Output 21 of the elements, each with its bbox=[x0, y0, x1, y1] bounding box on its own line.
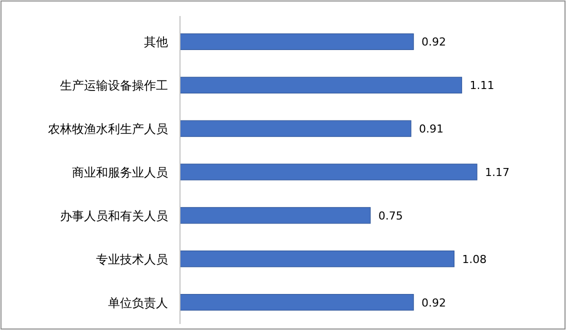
data-label: 0.91 bbox=[419, 122, 444, 136]
bar bbox=[180, 207, 371, 224]
bar bbox=[180, 76, 462, 94]
bar bbox=[180, 250, 454, 268]
data-label: 0.92 bbox=[422, 296, 446, 310]
y-tick-label: 商业和服务业人员 bbox=[72, 166, 168, 180]
bar bbox=[180, 294, 414, 311]
data-label: 0.75 bbox=[378, 209, 403, 222]
y-tick-label: 农林牧渔水利生产人员 bbox=[48, 122, 168, 136]
data-label: 1.17 bbox=[485, 166, 510, 179]
bar bbox=[180, 33, 414, 50]
y-tick-label: 生产运输设备操作工 bbox=[60, 78, 168, 93]
bar bbox=[180, 120, 412, 137]
data-label: 1.11 bbox=[470, 79, 494, 92]
data-label: 1.08 bbox=[462, 252, 487, 266]
bar bbox=[180, 164, 478, 180]
data-label: 0.92 bbox=[422, 36, 446, 49]
y-tick-label: 其他 bbox=[144, 35, 168, 50]
y-tick-label: 办事人员和有关人员 bbox=[60, 208, 168, 223]
y-tick-label: 专业技术人员 bbox=[96, 252, 168, 266]
y-tick-label: 单位负责人 bbox=[108, 296, 168, 310]
